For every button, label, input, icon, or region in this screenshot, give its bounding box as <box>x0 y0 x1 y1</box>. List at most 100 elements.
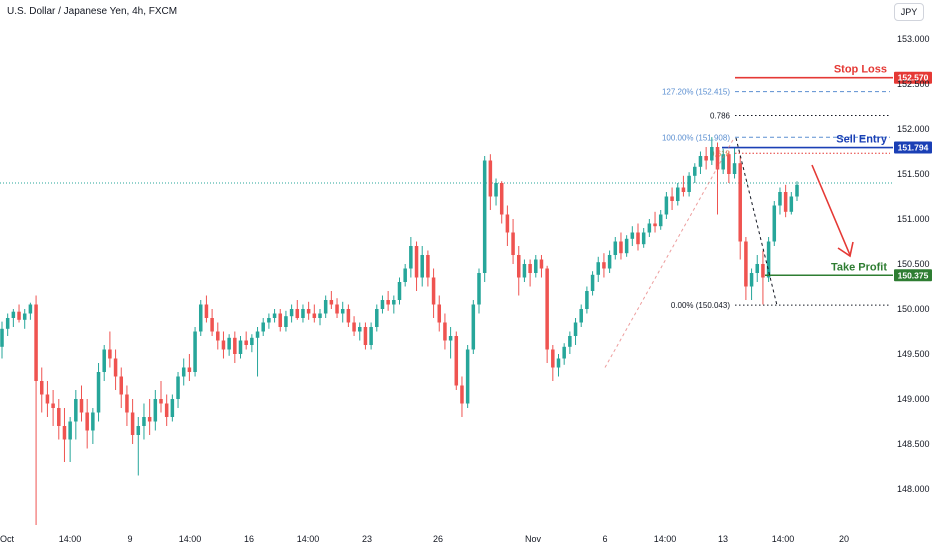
candle <box>79 385 84 422</box>
candle <box>113 349 118 390</box>
candle-body <box>772 205 777 242</box>
level-sell-entry: Sell Entry 151.794 <box>722 134 932 154</box>
fib-trend-line <box>604 137 735 368</box>
candle-body <box>284 316 288 327</box>
x-tick-label: 20 <box>839 534 849 544</box>
candle-body <box>147 417 152 422</box>
candle <box>380 295 385 314</box>
candle-body <box>414 246 419 278</box>
candle <box>448 327 453 359</box>
candle-body <box>45 394 50 404</box>
fib-label: 0.618 <box>710 149 731 158</box>
candle-body <box>562 346 566 359</box>
candle <box>516 246 521 296</box>
candle-body <box>369 327 373 345</box>
candle-body <box>39 381 44 395</box>
candle-body <box>96 372 101 413</box>
candle-body <box>409 246 413 269</box>
candle-body <box>681 187 686 192</box>
projection-arrow-head <box>837 241 854 258</box>
candle <box>755 255 760 282</box>
candle <box>289 304 294 323</box>
candle-body <box>795 184 799 197</box>
candle <box>164 394 169 426</box>
candle <box>130 399 135 444</box>
candle-body <box>221 340 226 350</box>
candle <box>204 295 209 323</box>
candle-body <box>698 156 703 167</box>
candle <box>431 268 436 318</box>
projection-arrow-shaft <box>811 164 851 256</box>
candle <box>62 408 67 462</box>
candle <box>193 327 197 377</box>
candle <box>85 399 89 449</box>
candle-body <box>250 337 254 345</box>
candle <box>91 408 95 444</box>
candle <box>698 151 703 174</box>
candle <box>471 300 476 354</box>
candle-body <box>607 255 612 269</box>
levels-layer: Stop Loss 152.570 Sell Entry 151.794 Take Pr… <box>722 64 932 282</box>
y-tick-label: 148.000 <box>897 484 930 494</box>
candle-body <box>386 300 390 305</box>
fib-label: 0.00% (150.043) <box>671 301 730 310</box>
candle-body <box>477 273 481 305</box>
y-tick-label: 148.500 <box>897 439 930 449</box>
candle <box>749 268 754 300</box>
candle-body <box>721 154 725 170</box>
candle-body <box>516 255 521 278</box>
candle-body <box>392 300 396 305</box>
candle-body <box>312 313 317 318</box>
candle <box>255 327 260 377</box>
candle <box>710 137 714 165</box>
candle <box>312 304 317 323</box>
candle <box>420 246 424 287</box>
currency-button[interactable]: JPY <box>894 3 924 21</box>
candle-body <box>153 399 158 422</box>
candle-body <box>732 163 737 174</box>
y-tick-label: 150.000 <box>897 304 930 314</box>
candle-body <box>744 241 748 287</box>
candle-body <box>556 358 561 368</box>
candle-body <box>465 349 470 404</box>
candle-body <box>5 318 10 329</box>
candle <box>607 250 612 273</box>
fib-label: 100.00% (151.908) <box>662 133 730 142</box>
candle <box>465 345 470 408</box>
candle-body <box>471 304 476 350</box>
candle <box>74 390 78 440</box>
candle-body <box>488 160 493 197</box>
candle-body <box>119 376 124 395</box>
candle-body <box>522 264 527 278</box>
candle <box>386 291 390 311</box>
candle <box>295 300 300 320</box>
candle <box>278 309 283 332</box>
candle-body <box>710 147 714 161</box>
candle <box>505 205 510 246</box>
candle <box>602 253 606 278</box>
candle-body <box>738 163 742 242</box>
candle-body <box>789 196 794 212</box>
candle-body <box>267 318 271 323</box>
candle-body <box>704 156 708 161</box>
candle <box>323 295 328 318</box>
candle <box>579 304 583 327</box>
candle-body <box>278 313 283 327</box>
candle <box>261 318 265 336</box>
candle-body <box>426 255 430 278</box>
candle-body <box>528 264 532 273</box>
candle <box>693 163 697 183</box>
candle <box>534 255 538 278</box>
candle <box>562 343 566 365</box>
candle <box>551 345 555 381</box>
candle <box>102 345 106 381</box>
candle <box>170 394 175 422</box>
candle-body <box>289 309 294 317</box>
candle-body <box>318 313 322 318</box>
price-tag-label: 151.794 <box>898 143 929 153</box>
candle <box>499 181 504 224</box>
candle <box>454 331 459 390</box>
x-tick-label: 23 <box>362 534 372 544</box>
candle <box>556 354 561 377</box>
